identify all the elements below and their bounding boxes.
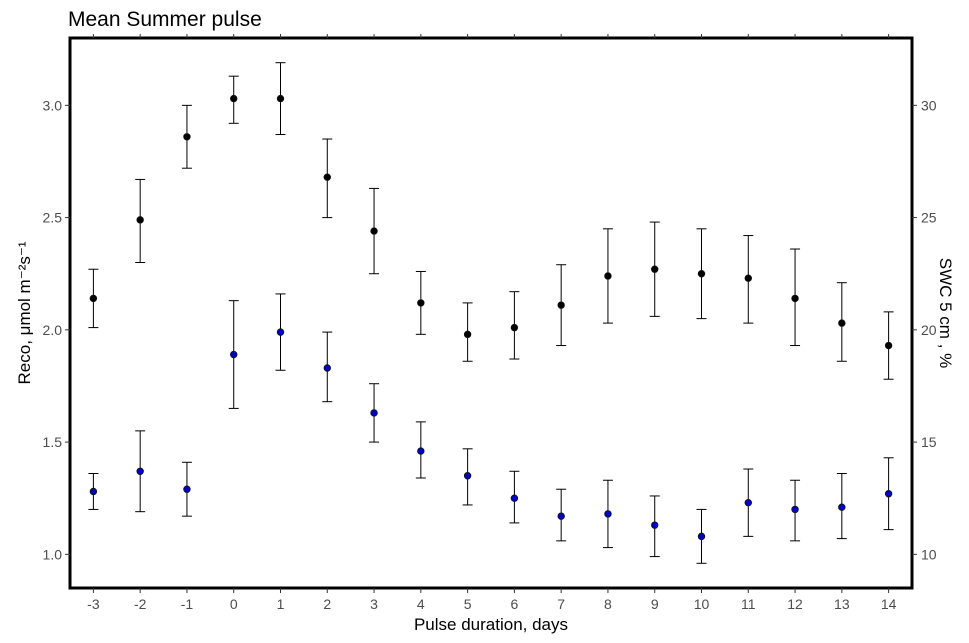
data-point [463, 472, 472, 480]
data-point [557, 301, 565, 309]
data-point [276, 94, 285, 103]
x-tick-label: 6 [510, 596, 518, 612]
data-point [557, 512, 565, 520]
y-axis-left-title: Reco, μmol m⁻²s⁻¹ [15, 241, 34, 384]
y-axis-right-title: SWC 5 cm , % [936, 258, 955, 369]
data-point [323, 364, 331, 372]
x-tick-label: 4 [417, 596, 425, 612]
data-point [884, 341, 893, 350]
y-left-tick-label: 3.0 [43, 97, 63, 113]
x-tick-label: 1 [277, 596, 285, 612]
data-point [510, 494, 519, 502]
series-0 [88, 62, 894, 380]
data-point [838, 319, 846, 327]
data-point [838, 503, 846, 511]
data-point [230, 350, 238, 359]
data-point [183, 485, 191, 493]
data-point [510, 323, 519, 332]
data-point [604, 272, 612, 280]
data-point [89, 294, 98, 303]
x-tick-label: 14 [881, 596, 897, 612]
data-point [791, 294, 799, 303]
series-1 [88, 293, 894, 564]
y-left-tick-label: 1.5 [43, 434, 63, 450]
x-tick-label: 2 [323, 596, 331, 612]
x-axis-title: Pulse duration, days [414, 615, 568, 634]
x-tick-label: 7 [557, 596, 565, 612]
x-tick-label: -3 [87, 596, 100, 612]
y-left-tick-label: 2.5 [43, 210, 63, 226]
data-point [604, 510, 612, 518]
x-tick-label: -1 [181, 596, 194, 612]
data-point [323, 173, 331, 181]
data-point [744, 498, 752, 507]
x-tick-label: 3 [370, 596, 378, 612]
x-tick-label: 11 [741, 596, 756, 612]
data-point [651, 265, 659, 273]
x-tick-label: -2 [134, 596, 147, 612]
data-point [884, 490, 893, 498]
chart-title: Mean Summer pulse [68, 8, 262, 31]
data-point [136, 467, 144, 475]
data-point [370, 227, 378, 235]
x-tick-label: 13 [834, 596, 850, 612]
data-point [230, 94, 238, 103]
y-left-tick-label: 2.0 [43, 322, 63, 338]
axes: -3 -2 -1 0 1 2 3 4 5 6 7 8 9 10 11 12 13 141.01.52.02.53.… [43, 34, 937, 612]
data-point [89, 487, 98, 496]
data-point [276, 328, 285, 336]
x-tick-label: 9 [651, 596, 659, 612]
y-right-tick-label: 10 [921, 546, 937, 562]
data-point [370, 409, 378, 417]
data-point [744, 274, 752, 282]
y-left-tick-label: 1.0 [43, 546, 63, 562]
data-point [697, 270, 706, 278]
x-tick-label: 5 [464, 596, 472, 612]
y-right-tick-label: 20 [921, 322, 937, 338]
data-point [417, 299, 425, 307]
x-tick-label: 12 [787, 596, 803, 612]
x-tick-label: 0 [230, 596, 238, 612]
plot-frame [68, 36, 914, 590]
data-point [463, 330, 472, 339]
data-point [183, 133, 191, 141]
data-point [697, 532, 706, 541]
chart-marks [88, 62, 894, 564]
data-point [136, 216, 144, 224]
data-point [417, 447, 425, 455]
x-tick-label: 8 [604, 596, 612, 612]
y-right-tick-label: 15 [921, 434, 937, 450]
data-point [791, 505, 799, 514]
y-right-tick-label: 30 [921, 97, 937, 113]
x-tick-label: 10 [694, 596, 710, 612]
data-point [651, 521, 659, 529]
y-right-tick-label: 25 [921, 210, 937, 226]
